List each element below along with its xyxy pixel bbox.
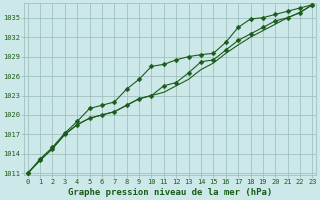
X-axis label: Graphe pression niveau de la mer (hPa): Graphe pression niveau de la mer (hPa) xyxy=(68,188,272,197)
